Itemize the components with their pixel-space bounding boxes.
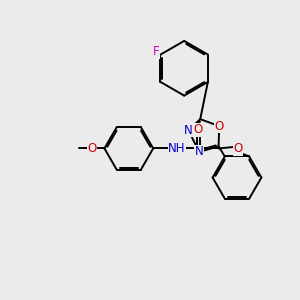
- Text: N: N: [195, 146, 203, 158]
- Text: NH: NH: [168, 142, 186, 155]
- Text: F: F: [153, 45, 159, 58]
- Text: O: O: [215, 120, 224, 133]
- Text: O: O: [194, 123, 203, 136]
- Text: O: O: [233, 142, 242, 155]
- Text: N: N: [184, 124, 193, 137]
- Text: O: O: [88, 142, 97, 155]
